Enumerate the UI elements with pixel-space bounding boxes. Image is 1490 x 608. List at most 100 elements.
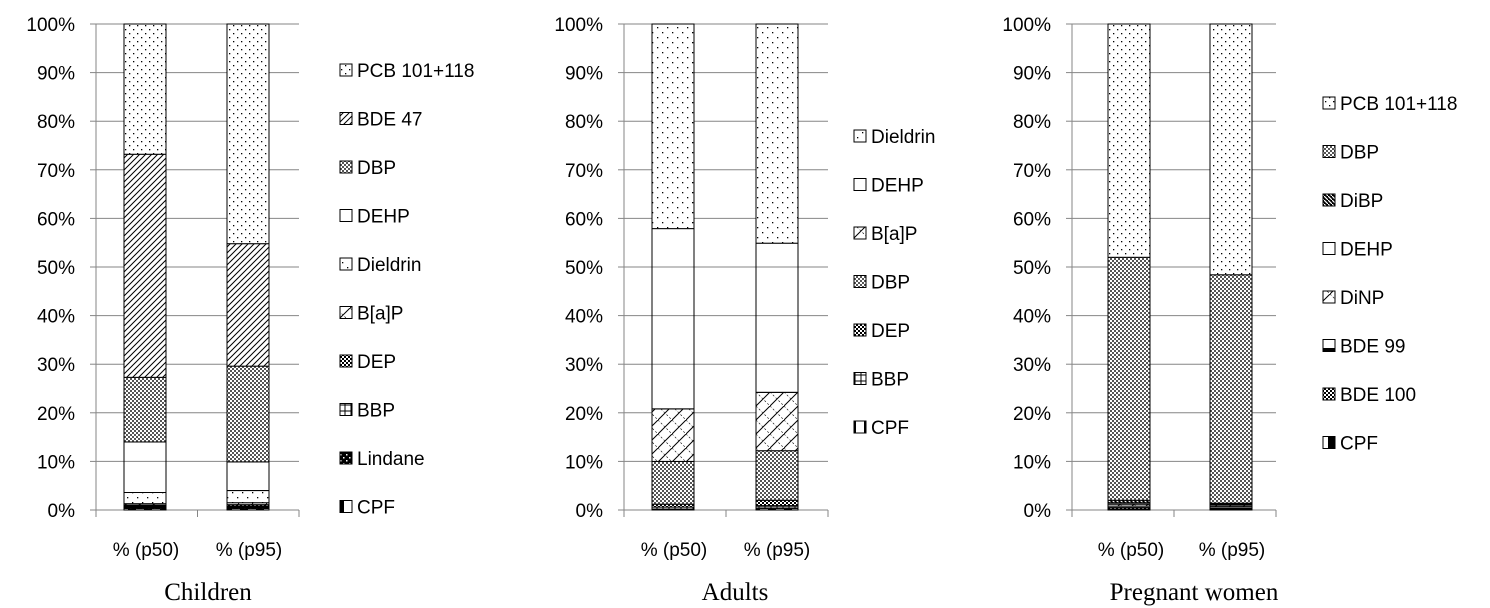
y-tick-label: 30% bbox=[565, 355, 603, 376]
charts: 0% 10% 20% 30% 40% 50% 60% 70% 80% 90% 100% % (p50)… bbox=[26, 15, 1457, 606]
legend-label: DEHP bbox=[871, 176, 924, 197]
legend-swatch bbox=[339, 403, 353, 416]
legend-item: DEP bbox=[853, 321, 910, 342]
y-tick-label: 100% bbox=[1002, 15, 1051, 36]
legend-label: BBP bbox=[357, 401, 395, 422]
y-tick-label: 10% bbox=[565, 452, 603, 473]
y-tick-label: 20% bbox=[1013, 404, 1051, 425]
legend-label: DiBP bbox=[1340, 191, 1383, 212]
bar-segment-dehp bbox=[226, 461, 270, 492]
y-tick-label: 40% bbox=[37, 307, 75, 328]
bar-segment-dieldrin bbox=[651, 23, 695, 230]
legend-swatch bbox=[1322, 387, 1336, 401]
legend-swatch bbox=[1322, 96, 1336, 110]
y-tick-label: 100% bbox=[554, 15, 603, 36]
y-tick-label: 90% bbox=[37, 64, 75, 85]
x-category-label: % (p50) bbox=[641, 540, 708, 561]
legend-label: DBP bbox=[357, 158, 396, 179]
bar-segment-b-a-p bbox=[755, 391, 799, 452]
bar-segment-dehp bbox=[123, 441, 167, 494]
legend-item: DiBP bbox=[1322, 191, 1383, 212]
legend-item: Dieldrin bbox=[853, 127, 935, 148]
bar-segment-bde-47 bbox=[226, 243, 270, 367]
chart-2: 0% 10% 20% 30% 40% 50% 60% 70% 80% 90% 100% % (p50)… bbox=[554, 15, 935, 606]
legend-item: DBP bbox=[339, 158, 396, 179]
legend-swatch bbox=[853, 323, 867, 337]
x-category-label: % (p95) bbox=[744, 540, 811, 561]
legend-label: B[a]P bbox=[871, 224, 917, 245]
legend-swatch bbox=[1322, 290, 1336, 304]
legend-label: DEP bbox=[871, 321, 910, 342]
legend-label: BDE 100 bbox=[1340, 385, 1416, 406]
legend-label: PCB 101+118 bbox=[1340, 94, 1457, 115]
y-tick-label: 70% bbox=[1013, 161, 1051, 182]
chart-3: 0% 10% 20% 30% 40% 50% 60% 70% 80% 90% 100% % (p50)… bbox=[1002, 15, 1457, 606]
legend-item: DEHP bbox=[339, 207, 410, 228]
legend-item: CPF bbox=[339, 498, 395, 519]
bar-segment-b-a-p bbox=[651, 408, 695, 462]
legend-label: BBP bbox=[871, 370, 909, 391]
y-tick-label: 10% bbox=[37, 452, 75, 473]
legend-label: DBP bbox=[1340, 143, 1379, 164]
x-category-label: % (p50) bbox=[1098, 540, 1165, 561]
y-tick-label: 50% bbox=[565, 258, 603, 279]
y-tick-label: 60% bbox=[37, 209, 75, 230]
y-tick-label: 80% bbox=[1013, 112, 1051, 133]
legend-swatch bbox=[1322, 339, 1336, 352]
legend-swatch bbox=[339, 63, 353, 77]
y-tick-label: 100% bbox=[26, 15, 75, 36]
legend-label: Lindane bbox=[357, 449, 425, 470]
legend-label: DEHP bbox=[1340, 240, 1393, 261]
y-tick-label: 90% bbox=[1013, 64, 1051, 85]
y-tick-label: 10% bbox=[1013, 452, 1051, 473]
legend-swatch bbox=[339, 112, 353, 125]
legend-label: DEHP bbox=[357, 207, 410, 228]
bar-segment-dbp bbox=[226, 365, 270, 463]
legend-swatch bbox=[339, 500, 353, 513]
legend-swatch bbox=[1322, 436, 1336, 449]
legend-swatch bbox=[339, 257, 353, 271]
bar-segment-dbp bbox=[755, 450, 799, 501]
legend-item: DEHP bbox=[853, 176, 924, 197]
legend-swatch bbox=[1322, 193, 1336, 207]
legend-item: B[a]P bbox=[853, 224, 917, 245]
legend-label: DBP bbox=[871, 273, 910, 294]
y-tick-label: 40% bbox=[1013, 307, 1051, 328]
y-tick-label: 50% bbox=[37, 258, 75, 279]
legend-item: BBP bbox=[853, 370, 909, 391]
legend-item: BDE 99 bbox=[1322, 337, 1405, 358]
y-tick-label: 0% bbox=[576, 501, 604, 522]
legend-item: DBP bbox=[1322, 143, 1379, 164]
bar-segment-bde-47 bbox=[123, 153, 167, 378]
y-tick-label: 60% bbox=[565, 209, 603, 230]
legend-item: PCB 101+118 bbox=[1322, 94, 1457, 115]
legend-item: PCB 101+118 bbox=[339, 61, 474, 82]
legend-label: BDE 47 bbox=[357, 110, 422, 131]
legend-label: PCB 101+118 bbox=[357, 61, 474, 82]
legend-label: B[a]P bbox=[357, 304, 403, 325]
legend-swatch bbox=[339, 451, 353, 465]
y-tick-label: 70% bbox=[37, 161, 75, 182]
legend-swatch bbox=[339, 209, 353, 222]
legend-swatch bbox=[339, 160, 353, 174]
x-category-label: % (p95) bbox=[1199, 540, 1266, 561]
legend-item: Lindane bbox=[339, 449, 425, 470]
y-tick-label: 0% bbox=[48, 501, 76, 522]
x-category-label: % (p50) bbox=[113, 540, 180, 561]
bar-segment-dbp bbox=[1209, 274, 1253, 504]
legend-swatch bbox=[853, 372, 867, 385]
legend-swatch bbox=[853, 129, 867, 143]
legend-swatch bbox=[339, 354, 353, 368]
bar-segment-pcb-101-118 bbox=[123, 23, 167, 155]
legend-item: Dieldrin bbox=[339, 255, 421, 276]
bar-segment-dbp bbox=[1107, 256, 1151, 501]
legend-item: DiNP bbox=[1322, 288, 1384, 309]
y-tick-label: 60% bbox=[1013, 209, 1051, 230]
legend-swatch bbox=[853, 178, 867, 191]
legend-item: CPF bbox=[1322, 434, 1378, 455]
bar-segment-dehp bbox=[755, 242, 799, 393]
chart-title: Adults bbox=[702, 579, 769, 606]
legend-label: CPF bbox=[357, 498, 395, 519]
y-tick-label: 50% bbox=[1013, 258, 1051, 279]
